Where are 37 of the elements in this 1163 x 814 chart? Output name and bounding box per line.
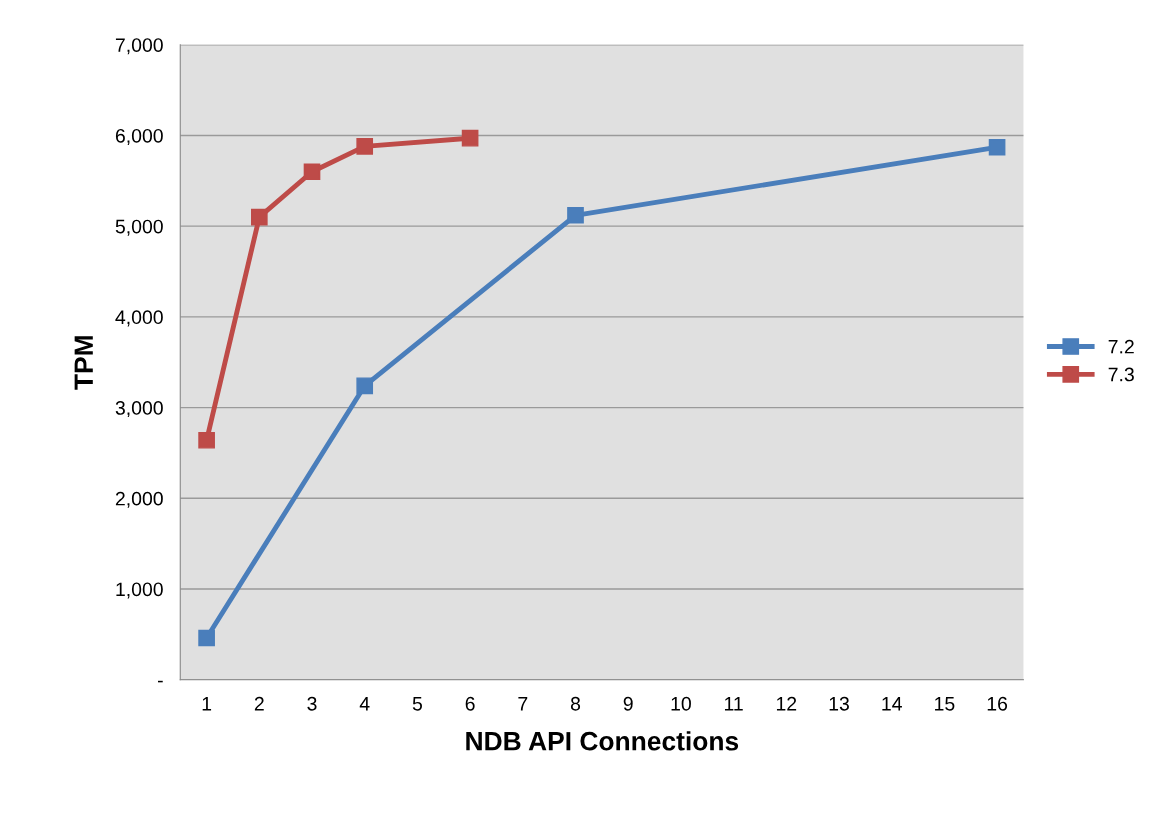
point <box>198 629 215 647</box>
x-axis-title: NDB API Connections <box>466 731 739 751</box>
x-tick-label: 13 <box>829 696 849 711</box>
point <box>356 138 374 155</box>
point <box>567 206 584 224</box>
x-tick-label: 12 <box>776 696 797 711</box>
x-tick-label: 10 <box>671 696 691 711</box>
x-tick-label: 9 <box>623 696 633 711</box>
point <box>461 129 479 147</box>
x-tick-label: 14 <box>882 697 902 711</box>
point <box>198 431 215 449</box>
x-tick-label: 1 <box>202 697 212 711</box>
x-tick-label: 11 <box>724 697 743 711</box>
y-tick-label: 2,000 <box>115 491 163 508</box>
x-tick-label: 4 <box>359 697 370 711</box>
legend-label: 7.2 <box>1108 339 1134 354</box>
x-tick-label: 15 <box>935 697 955 711</box>
x-tick-label: 2 <box>254 696 264 711</box>
point <box>303 163 321 181</box>
point <box>988 138 1006 156</box>
x-tick-label: 7 <box>518 697 528 711</box>
y-axis-title: TPM <box>74 336 93 390</box>
point <box>356 377 374 395</box>
y-tick-label: 5,000 <box>115 219 163 236</box>
y-tick-label: 3,000 <box>115 401 163 418</box>
x-tick-label: 16 <box>987 696 1008 711</box>
y-tick-label: 7,000 <box>115 38 163 55</box>
y-tick-label: - <box>157 680 163 683</box>
y-tick-label: 1,000 <box>116 582 163 599</box>
y-tick-label: 4,000 <box>115 310 163 327</box>
x-tick-label: 8 <box>570 696 581 711</box>
x-tick-label: 3 <box>307 696 317 711</box>
y-tick-label: 6,000 <box>115 128 163 146</box>
x-tick-label: 6 <box>465 696 475 711</box>
legend-label: 7.3 <box>1108 367 1134 382</box>
x-tick-label: 5 <box>412 697 422 711</box>
point <box>250 208 268 226</box>
